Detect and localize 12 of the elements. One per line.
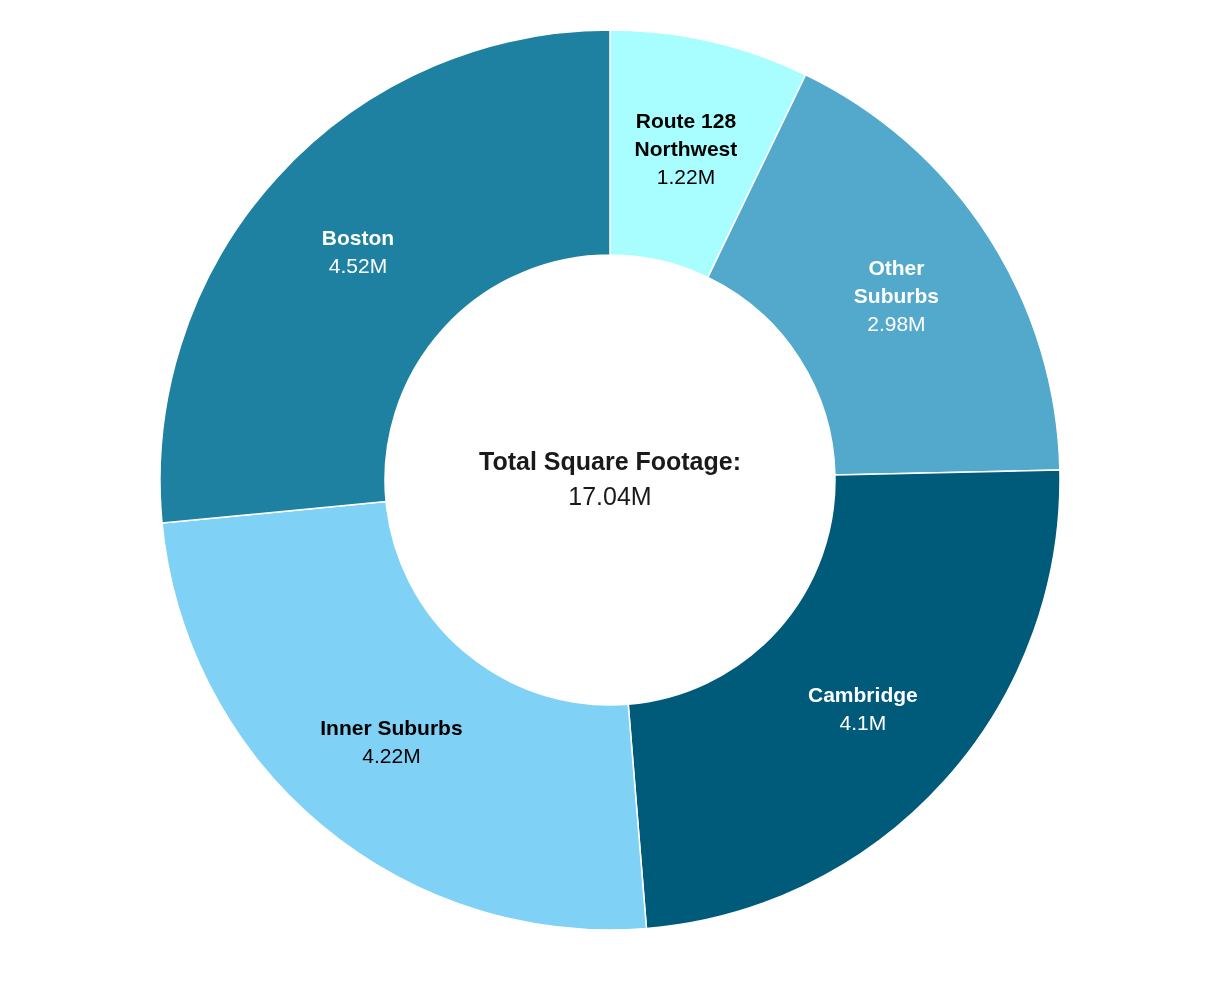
data-label: 4.52M: [328, 253, 388, 277]
slice-label: Other Suburbs: [853, 256, 939, 308]
slice-label: Cambridge: [808, 682, 918, 706]
data-label: 2.98M: [867, 312, 926, 336]
data-label: 4.22M: [362, 743, 421, 767]
text: 17.04M: [568, 481, 652, 510]
data-label: 4.1M: [839, 710, 887, 734]
text: Total Square Footage:: [478, 446, 742, 475]
slice-label: Route 128 Northwest: [634, 108, 738, 160]
data-label: 1.22M: [656, 164, 716, 188]
slice-label: Boston: [321, 225, 395, 249]
slice-label: Inner Suburbs: [320, 715, 463, 739]
